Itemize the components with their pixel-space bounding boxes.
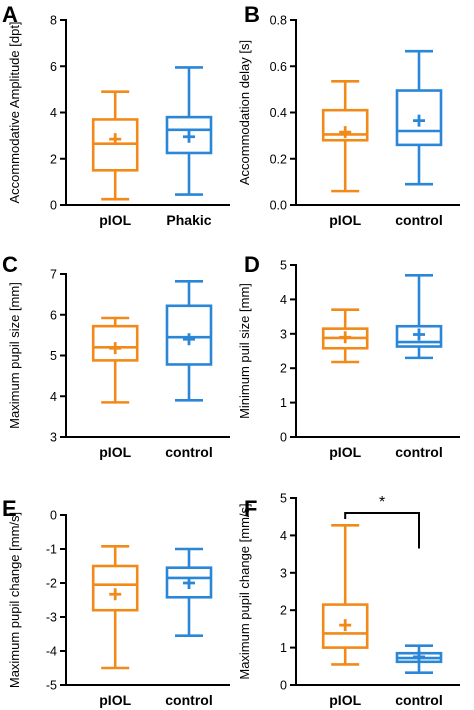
mean-marker	[183, 577, 195, 589]
iqr-box	[165, 115, 213, 155]
category-label: control	[165, 692, 212, 708]
mean-marker	[183, 130, 195, 143]
significance-marker: *	[379, 494, 385, 511]
panel-f: F 0 1 2 3 4 5 Maximum pupil change [mm/s] pIOL co…	[237, 492, 460, 708]
category-label: control	[395, 212, 442, 228]
y-tick-label: 4	[280, 529, 287, 543]
mean-marker	[339, 619, 352, 632]
panel-letter: A	[2, 2, 18, 27]
y-tick-label: 1	[280, 641, 287, 655]
category-label: pIOL	[329, 444, 361, 460]
significance-bracket	[344, 511, 420, 549]
y-tick-label: -3	[46, 611, 57, 625]
y-tick-label: 3	[50, 431, 57, 445]
y-tick-label: 1	[280, 396, 287, 410]
y-tick-label: -4	[46, 645, 57, 659]
panel-d: D 0 1 2 3 4 5 Minimum puil size [mm] pIOL control	[237, 252, 460, 460]
box-piol	[321, 524, 369, 666]
y-tick-label: 5	[280, 492, 287, 506]
panel-letter: B	[244, 2, 260, 27]
mean-marker	[339, 331, 352, 344]
y-tick-label: 0	[50, 199, 57, 213]
category-label: pIOL	[329, 692, 361, 708]
y-tick-label: 2	[280, 362, 287, 376]
y-tick-label: -1	[46, 543, 57, 557]
iqr-box	[91, 324, 139, 362]
y-tick-label: 8	[50, 14, 57, 28]
category-label: pIOL	[99, 444, 131, 460]
iqr-box	[395, 89, 443, 147]
category-label: pIOL	[99, 212, 131, 228]
y-tick-label: 5	[280, 259, 287, 273]
y-tick-label: 2	[280, 604, 287, 618]
box-control	[165, 280, 213, 402]
box-piol	[91, 90, 139, 201]
box-control	[165, 547, 213, 638]
panel-e: E -5 -4 -3 -2 -1 0 Maximum pupil change [mm/s] p…	[2, 496, 230, 708]
box-piol	[91, 544, 139, 670]
mean-marker	[413, 328, 425, 341]
y-axis-label: Minimum puil size [mm]	[237, 283, 252, 419]
mean-marker	[413, 650, 425, 663]
category-label: Phakic	[166, 212, 211, 228]
box-control	[395, 49, 443, 186]
y-tick-label: 0.0	[270, 199, 287, 213]
y-tick-label: 4	[50, 106, 57, 120]
y-axis-label: Maximum pupil change [mm/s]	[237, 503, 252, 679]
mean-marker	[109, 133, 122, 146]
y-tick-label: 3	[280, 327, 287, 341]
y-axis-label: Accommodation delay [s]	[237, 40, 252, 185]
iqr-box	[165, 304, 213, 366]
panel-letter: F	[244, 496, 257, 521]
box-control	[395, 644, 443, 674]
y-tick-label: 0	[280, 431, 287, 445]
category-label: control	[165, 444, 212, 460]
category-label: pIOL	[329, 212, 361, 228]
y-tick-label: 0	[50, 509, 57, 523]
y-axis-label: Maximum pupil change [mm/s]	[7, 512, 22, 688]
mean-marker	[109, 588, 122, 601]
panel-a: A 0 2 4 6 8 Accommodative Amplitude [dpt] pIOL P…	[2, 2, 230, 228]
iqr-box	[321, 108, 369, 142]
panel-letter: E	[2, 496, 17, 521]
mean-marker	[109, 342, 122, 355]
y-tick-label: 7	[50, 268, 57, 282]
mean-marker	[413, 114, 425, 127]
y-tick-label: 4	[50, 390, 57, 404]
iqr-box	[395, 324, 443, 348]
panel-letter: D	[244, 252, 260, 277]
y-tick-label: 0	[280, 679, 287, 693]
y-tick-label: 4	[280, 293, 287, 307]
y-tick-label: 6	[50, 60, 57, 74]
category-label: control	[395, 444, 442, 460]
box-control	[395, 274, 443, 360]
y-tick-label: -2	[46, 577, 57, 591]
category-label: control	[395, 692, 442, 708]
y-tick-label: 3	[280, 566, 287, 580]
y-tick-label: -5	[46, 679, 57, 693]
box-piol	[321, 308, 369, 364]
y-axis-label: Maximum pupil size [mm]	[7, 282, 22, 429]
y-tick-label: 0.6	[270, 60, 287, 74]
box-piol	[91, 316, 139, 404]
iqr-box	[165, 566, 213, 599]
iqr-box	[91, 564, 139, 612]
iqr-box	[321, 603, 369, 649]
y-tick-label: 6	[50, 308, 57, 322]
mean-marker	[339, 126, 352, 139]
y-tick-label: 0.4	[270, 106, 287, 120]
box-phakic	[165, 66, 213, 196]
y-tick-label: 5	[50, 349, 57, 363]
mean-marker	[183, 333, 195, 346]
panel-c: C 3 4 5 6 7 Maximum pupil size [mm] pIOL control	[2, 252, 230, 460]
y-tick-label: 0.2	[270, 152, 287, 166]
box-piol	[321, 79, 369, 193]
category-label: pIOL	[99, 692, 131, 708]
y-tick-label: 2	[50, 152, 57, 166]
y-tick-label: 0.8	[270, 14, 287, 28]
panel-b: B 0.0 0.2 0.4 0.6 0.8 Accommodation delay [s] p…	[237, 2, 460, 228]
panel-letter: C	[2, 252, 18, 277]
y-axis-label: Accommodative Amplitude [dpt]	[7, 21, 22, 203]
